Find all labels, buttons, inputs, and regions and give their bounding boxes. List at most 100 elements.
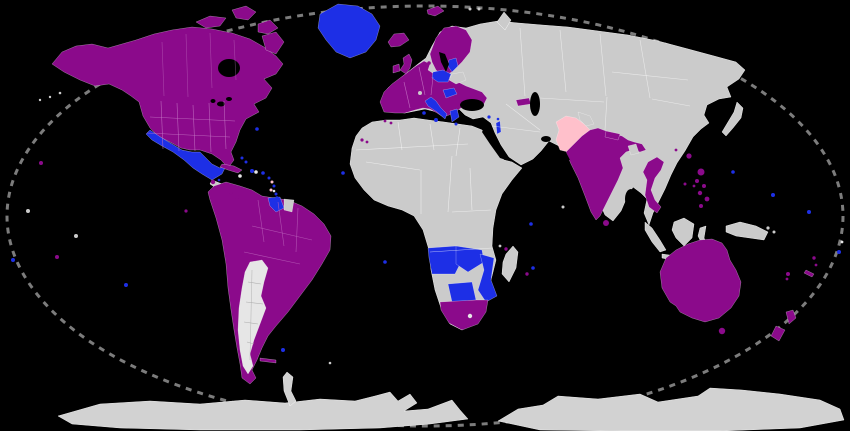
aleutian-3	[38, 98, 42, 102]
brazil-state-1	[257, 199, 265, 243]
canadian-arctic-3	[257, 19, 279, 35]
asia-border-4	[639, 39, 651, 99]
switzerland	[418, 91, 422, 95]
botswana	[447, 281, 477, 303]
argentina-prov-2	[245, 301, 264, 305]
mideast-border-1	[505, 103, 541, 131]
asia-border-5	[539, 97, 605, 103]
aleutian-2	[48, 95, 52, 99]
asia-border-7	[651, 98, 691, 107]
svalbard	[426, 5, 445, 17]
cape-verde	[341, 171, 345, 175]
philippines-luzon	[697, 168, 705, 176]
st-helena	[383, 260, 387, 264]
asia-border-2	[559, 29, 567, 93]
falkland-islands	[281, 348, 285, 352]
micronesia	[692, 184, 696, 188]
lebanon	[496, 117, 500, 121]
antarctic-peninsula	[282, 371, 297, 407]
africa-border-1	[355, 143, 469, 151]
us-state-v5	[223, 100, 227, 150]
argentina-prov-5	[249, 269, 253, 361]
aleutian-1	[58, 91, 62, 95]
asia-border-6	[604, 96, 608, 131]
iceland	[387, 32, 410, 48]
us-state-h2	[146, 132, 231, 138]
africa-border-8	[451, 209, 492, 213]
antilles-2	[270, 180, 274, 184]
bangladesh	[627, 143, 640, 156]
great-lake-3	[210, 99, 216, 103]
palau	[683, 182, 687, 186]
zambia	[455, 245, 485, 273]
hong-kong	[674, 148, 678, 152]
argentina	[237, 259, 269, 375]
asia-border-3	[599, 33, 607, 97]
haiti	[250, 169, 254, 173]
taiwan	[686, 153, 692, 159]
new-zealand-north	[785, 309, 797, 325]
guam	[731, 170, 735, 174]
madeira	[383, 119, 387, 123]
wallis	[840, 240, 844, 244]
europe-border-1	[403, 81, 411, 109]
philippines-3	[702, 184, 706, 188]
new-caledonia	[803, 269, 815, 278]
cyprus	[487, 115, 491, 119]
bay-of-bengal	[625, 189, 637, 209]
arabian-sea-notch	[552, 150, 570, 160]
maldives	[561, 205, 565, 209]
sumatra	[644, 221, 667, 253]
philippines-6	[699, 204, 703, 208]
bermuda	[255, 127, 259, 131]
novaya-zemlya	[496, 11, 512, 31]
canadian-arctic-1	[195, 15, 227, 29]
cook-islands	[74, 234, 78, 238]
mayotte	[504, 247, 508, 251]
belize	[217, 178, 221, 182]
us-state-v2	[176, 102, 180, 152]
africa-border-4	[455, 127, 461, 157]
greece	[449, 108, 460, 123]
black-sea	[460, 99, 484, 111]
panama	[235, 195, 239, 199]
ascension	[319, 234, 323, 238]
solomon-2	[772, 230, 776, 234]
canary-1	[360, 138, 364, 142]
bouvet	[328, 361, 332, 365]
japan	[721, 101, 744, 137]
suriname	[283, 198, 295, 213]
baffin-island	[261, 31, 285, 55]
antilles-1	[267, 176, 271, 180]
antarctica-west	[57, 391, 469, 431]
brazil-state-4	[251, 225, 313, 241]
solomon-1	[766, 226, 770, 230]
madagascar	[501, 245, 519, 283]
united-kingdom	[399, 53, 413, 75]
ireland	[392, 63, 401, 74]
pacific-blue-west	[11, 258, 15, 262]
canada-prov-4	[233, 39, 237, 81]
hungary	[442, 87, 458, 99]
mozambique	[477, 253, 498, 303]
vanuatu-2	[814, 263, 818, 267]
reunion	[525, 272, 529, 276]
greenland	[317, 3, 381, 59]
samoa	[55, 255, 59, 259]
africa-border-7	[447, 155, 453, 213]
hudson-bay	[218, 59, 240, 77]
map-frame	[5, 4, 845, 428]
fiji-1	[786, 272, 790, 276]
puerto-rico	[261, 171, 265, 175]
poland	[431, 69, 452, 83]
crete	[454, 122, 458, 126]
europe-border-3	[430, 76, 434, 96]
brazil-state-5	[243, 251, 301, 265]
thailand	[642, 156, 665, 214]
guatemala	[210, 179, 216, 185]
australia	[659, 238, 742, 323]
tasmania	[718, 327, 726, 335]
marshall-islands	[771, 193, 775, 197]
sicily	[434, 118, 438, 122]
